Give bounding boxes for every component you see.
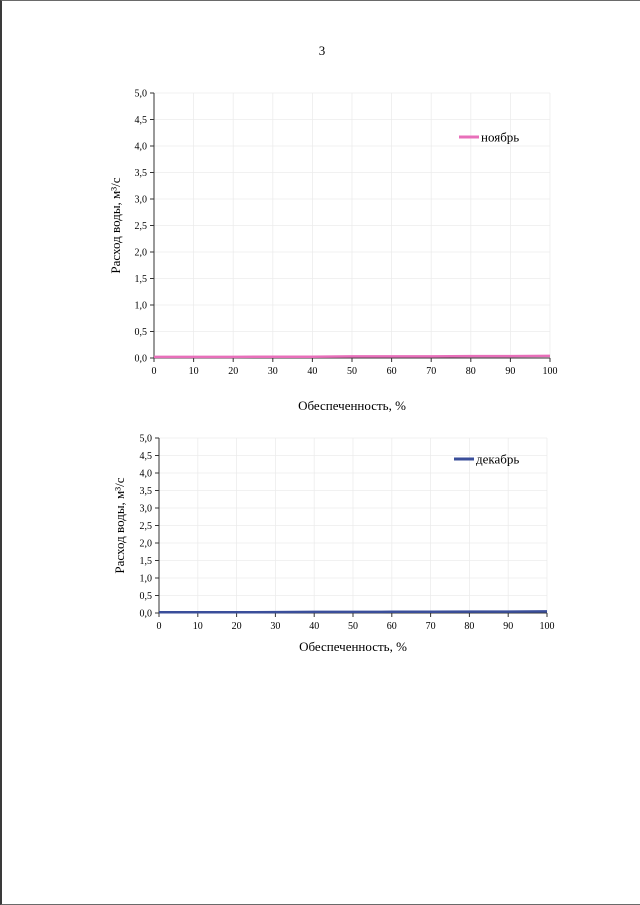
x-tick-label: 40: [309, 621, 319, 632]
y-tick-label: 2,0: [140, 539, 153, 550]
x-tick-label: 90: [503, 621, 513, 632]
x-tick-label: 90: [505, 366, 515, 377]
x-tick-label: 80: [466, 366, 476, 377]
legend-label: ноябрь: [481, 130, 519, 145]
y-tick-label: 1,0: [135, 301, 148, 312]
x-tick-label: 100: [543, 366, 558, 377]
y-tick-label: 1,0: [140, 574, 153, 585]
page-number: 3: [318, 43, 326, 58]
y-axis-label: Расход воды, м³/с: [112, 477, 127, 573]
x-tick-label: 10: [189, 366, 199, 377]
y-tick-label: 4,0: [140, 469, 153, 480]
x-axis-label: Обеспеченность, %: [298, 398, 406, 413]
legend-label: декабрь: [476, 452, 519, 467]
x-tick-label: 10: [193, 621, 203, 632]
y-tick-label: 3,0: [135, 195, 148, 206]
x-tick-label: 40: [307, 366, 317, 377]
x-tick-label: 30: [270, 621, 280, 632]
y-tick-label: 1,5: [135, 274, 148, 285]
y-tick-label: 4,5: [140, 451, 153, 462]
y-tick-label: 5,0: [140, 434, 153, 445]
x-tick-label: 60: [387, 366, 397, 377]
y-tick-label: 0,5: [135, 327, 148, 338]
y-tick-label: 4,5: [135, 115, 148, 126]
y-tick-label: 2,0: [135, 248, 148, 259]
y-tick-label: 0,0: [140, 609, 153, 620]
y-tick-label: 3,0: [140, 504, 153, 515]
x-tick-label: 70: [426, 366, 436, 377]
x-tick-label: 20: [228, 366, 238, 377]
y-tick-label: 0,0: [135, 354, 148, 365]
y-tick-label: 3,5: [140, 486, 153, 497]
y-tick-label: 2,5: [135, 221, 148, 232]
x-tick-label: 50: [348, 621, 358, 632]
series-line: [154, 354, 551, 359]
y-axis-label: Расход воды, м³/с: [108, 177, 123, 273]
x-tick-label: 20: [232, 621, 242, 632]
chart-december: 0,0 0,5 1,0 1,5 2,0 2,5 3,0 3,5 4,0 4,5 5,0 0 10 20 30…: [112, 434, 555, 655]
y-tick-label: 1,5: [140, 556, 153, 567]
x-tick-label: 30: [268, 366, 278, 377]
y-tick-label: 0,5: [140, 591, 153, 602]
x-tick-label: 70: [426, 621, 436, 632]
y-tick-label: 4,0: [135, 142, 148, 153]
y-tick-label: 3,5: [135, 168, 148, 179]
series-line: [159, 610, 548, 614]
x-tick-label: 0: [157, 621, 162, 632]
x-tick-label: 80: [464, 621, 474, 632]
x-tick-label: 100: [540, 621, 555, 632]
x-tick-label: 60: [387, 621, 397, 632]
x-axis-label: Обеспеченность, %: [299, 639, 407, 654]
y-tick-label: 2,5: [140, 521, 153, 532]
y-tick-label: 5,0: [135, 89, 148, 100]
x-tick-label: 50: [347, 366, 357, 377]
x-tick-label: 0: [152, 366, 157, 377]
chart-november: 0,0 0,5 1,0 1,5 2,0 2,5 3,0 3,5 4,0 4,5 5,0 0 10 20 30…: [108, 89, 558, 414]
